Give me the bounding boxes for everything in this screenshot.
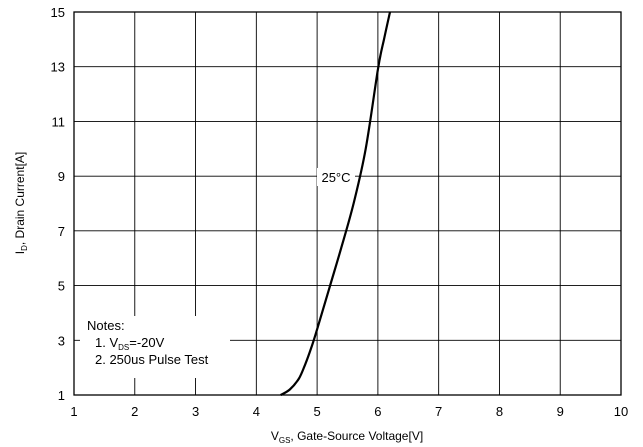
x-tick-label: 1 [70, 404, 77, 419]
notes-line-1: 1. VDS=-20V [95, 335, 165, 352]
series-line-25c [280, 11, 392, 396]
x-tick-label: 7 [435, 404, 442, 419]
notes-bg [80, 316, 230, 378]
x-tick-label: 9 [557, 404, 564, 419]
x-tick-label: 4 [253, 404, 260, 419]
notes-title: Notes: [87, 318, 125, 333]
x-tick-labels: 1 2 3 4 5 6 7 8 9 10 [70, 404, 628, 419]
x-tick-label: 6 [374, 404, 381, 419]
series-label-25c: 25°C [321, 170, 350, 185]
x-tick-label: 3 [192, 404, 199, 419]
y-tick-label: 5 [58, 279, 65, 294]
series-label-bg [317, 168, 355, 186]
y-tick-label: 7 [58, 224, 65, 239]
x-tick-label: 10 [614, 404, 628, 419]
x-tick-label: 2 [131, 404, 138, 419]
plot-frame [73, 11, 622, 396]
notes-line-2: 2. 250us Pulse Test [95, 352, 209, 367]
y-axis-label: ID, Drain Current[A] [13, 152, 29, 255]
y-tick-label: 3 [58, 333, 65, 348]
y-tick-label: 9 [58, 169, 65, 184]
x-tick-label: 5 [313, 404, 320, 419]
x-tick-label: 8 [496, 404, 503, 419]
y-tick-label: 15 [51, 5, 65, 20]
x-axis-label: VGS, Gate-Source Voltage[V] [271, 429, 423, 445]
y-tick-label: 11 [52, 114, 66, 129]
y-tick-label: 1 [58, 388, 65, 403]
y-tick-label: 13 [51, 60, 65, 75]
